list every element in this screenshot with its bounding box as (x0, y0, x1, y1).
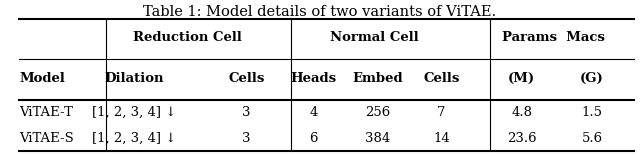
Text: 256: 256 (365, 106, 390, 119)
Text: Table 1: Model details of two variants of ViTAE.: Table 1: Model details of two variants o… (143, 5, 497, 19)
Text: Params  Macs: Params Macs (502, 31, 605, 44)
Text: [1, 2, 3, 4] ↓: [1, 2, 3, 4] ↓ (92, 132, 177, 145)
Text: Normal Cell: Normal Cell (330, 31, 419, 44)
Text: [1, 2, 3, 4] ↓: [1, 2, 3, 4] ↓ (92, 106, 177, 119)
Text: Reduction Cell: Reduction Cell (132, 31, 242, 44)
Text: Embed: Embed (352, 71, 403, 85)
Text: 3: 3 (242, 132, 251, 145)
Text: 384: 384 (365, 132, 390, 145)
Text: 23.6: 23.6 (507, 132, 536, 145)
Text: 3: 3 (242, 106, 251, 119)
Text: 14: 14 (433, 132, 450, 145)
Text: 1.5: 1.5 (582, 106, 602, 119)
Text: Heads: Heads (291, 71, 337, 85)
Text: ViTAE-S: ViTAE-S (19, 132, 74, 145)
Text: 7: 7 (437, 106, 446, 119)
Text: Cells: Cells (424, 71, 460, 85)
Text: Model: Model (19, 71, 65, 85)
Text: Dilation: Dilation (105, 71, 164, 85)
Text: 6: 6 (309, 132, 318, 145)
Text: (G): (G) (580, 71, 604, 85)
Text: 4: 4 (309, 106, 318, 119)
Text: (M): (M) (508, 71, 535, 85)
Text: ViTAE-T: ViTAE-T (19, 106, 73, 119)
Text: Cells: Cells (228, 71, 264, 85)
Text: 4.8: 4.8 (511, 106, 532, 119)
Text: 5.6: 5.6 (581, 132, 603, 145)
